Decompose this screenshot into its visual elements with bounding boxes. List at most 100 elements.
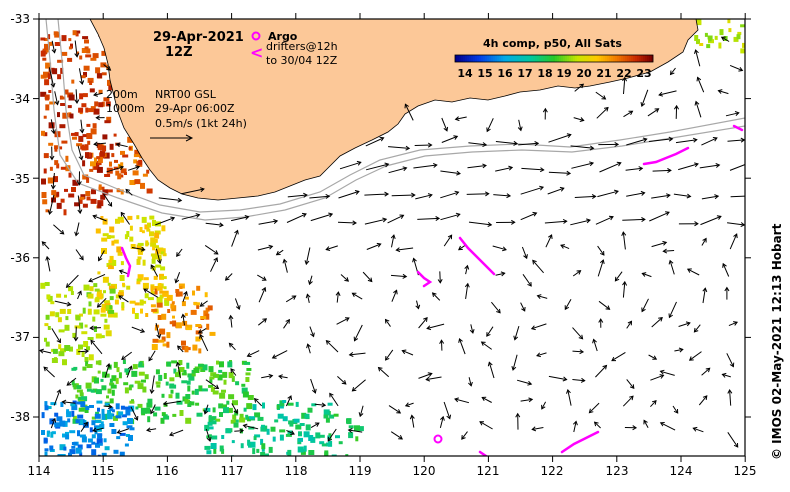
current-arrow: [51, 328, 61, 344]
sst-pixel: [45, 341, 50, 347]
sst-pixel: [179, 410, 184, 416]
sst-pixel: [56, 163, 60, 169]
sst-pixel: [300, 450, 306, 455]
sst-pixel: [151, 258, 156, 264]
current-arrow: [566, 388, 572, 406]
current-arrow: [728, 321, 739, 327]
sst-pixel: [319, 434, 325, 438]
colorbar-segment: [543, 55, 546, 62]
sst-pixel: [120, 189, 124, 195]
colorbar-segment: [633, 55, 636, 62]
current-arrow: [106, 165, 125, 173]
sst-pixel: [77, 444, 83, 450]
sst-pixel: [87, 140, 91, 145]
sst-pixel: [151, 266, 156, 271]
sst-pixel: [208, 434, 212, 438]
sst-pixel: [80, 401, 86, 408]
sst-pixel: [354, 425, 360, 432]
current-arrow: [127, 165, 141, 171]
sst-pixel: [348, 432, 354, 439]
current-arrow: [61, 399, 76, 405]
sst-pixel: [138, 361, 143, 368]
sst-pixel: [146, 188, 153, 194]
current-arrow: [530, 323, 547, 331]
sst-pixel: [154, 245, 159, 249]
sst-pixel: [62, 112, 69, 119]
current-arrow: [441, 117, 449, 132]
current-arrow: [54, 91, 60, 106]
sst-pixel: [348, 425, 354, 429]
current-arrow: [439, 415, 445, 429]
sst-pixel: [740, 48, 745, 54]
sst-pixel: [128, 435, 133, 441]
sst-pixel: [126, 285, 131, 290]
sst-pixel: [86, 196, 91, 201]
current-arrow: [50, 172, 56, 190]
sst-pixel: [136, 215, 140, 220]
current-arrow: [103, 193, 113, 207]
current-arrow: [146, 427, 157, 433]
current-arrow: [150, 264, 159, 277]
current-arrow: [325, 245, 338, 251]
sst-pixel: [75, 419, 82, 424]
sst-pixel: [152, 244, 156, 251]
current-arrow: [48, 67, 56, 88]
sst-pixel: [85, 152, 89, 159]
colorbar-segment: [459, 55, 462, 62]
sst-pixel: [54, 145, 58, 152]
sst-pixel: [209, 376, 215, 380]
sst-pixel: [204, 445, 211, 450]
sst-pixel: [718, 42, 722, 49]
colorbar-segment: [455, 55, 458, 62]
current-arrow: [73, 326, 79, 342]
sst-pixel: [213, 373, 219, 378]
current-arrow: [598, 318, 604, 328]
sst-pixel: [184, 296, 189, 300]
sst-pixel: [86, 364, 93, 368]
x-tick-label: 122: [541, 464, 564, 478]
colorbar-segment: [647, 55, 650, 62]
sst-pixel: [109, 423, 115, 427]
sst-pixel: [104, 174, 111, 177]
colorbar-tick: 22: [616, 67, 631, 80]
sst-pixel: [103, 438, 107, 443]
sst-pixel: [147, 222, 151, 228]
sst-pixel: [109, 161, 112, 167]
colorbar-segment: [487, 55, 490, 62]
current-arrow: [205, 222, 224, 228]
sst-pixel: [113, 239, 119, 244]
sst-pixel: [122, 421, 128, 426]
current-arrow: [648, 354, 658, 360]
colorbar-segment: [497, 55, 500, 62]
current-arrow: [401, 349, 414, 356]
sst-pixel: [696, 39, 700, 45]
sst-pixel: [105, 305, 112, 311]
current-arrow: [409, 414, 415, 428]
colorbar-segment: [519, 55, 522, 62]
current-arrow: [89, 325, 102, 331]
sst-pixel: [212, 390, 219, 395]
sst-pixel: [733, 36, 739, 42]
current-arrow: [309, 193, 331, 199]
colorbar-segment: [549, 55, 552, 62]
sst-pixel: [109, 288, 116, 294]
sst-pixel: [93, 309, 100, 315]
sst-pixel: [175, 289, 180, 293]
current-arrow: [486, 326, 494, 337]
colorbar-segment: [641, 55, 644, 62]
sst-pixel: [215, 418, 221, 422]
sst-pixel: [157, 315, 162, 320]
sst-pixel: [96, 438, 103, 445]
colorbar-segment: [573, 55, 576, 62]
current-arrow: [520, 302, 526, 312]
current-arrow: [351, 292, 363, 300]
current-arrow: [531, 426, 544, 432]
sst-pixel: [129, 236, 134, 242]
colorbar-segment: [461, 55, 464, 62]
current-arrow: [720, 36, 730, 42]
sst-pixel: [107, 189, 113, 193]
sst-pixel: [107, 79, 113, 86]
sst-pixel: [132, 364, 138, 370]
y-tick-label: -38: [10, 410, 30, 424]
current-arrow: [88, 273, 106, 283]
